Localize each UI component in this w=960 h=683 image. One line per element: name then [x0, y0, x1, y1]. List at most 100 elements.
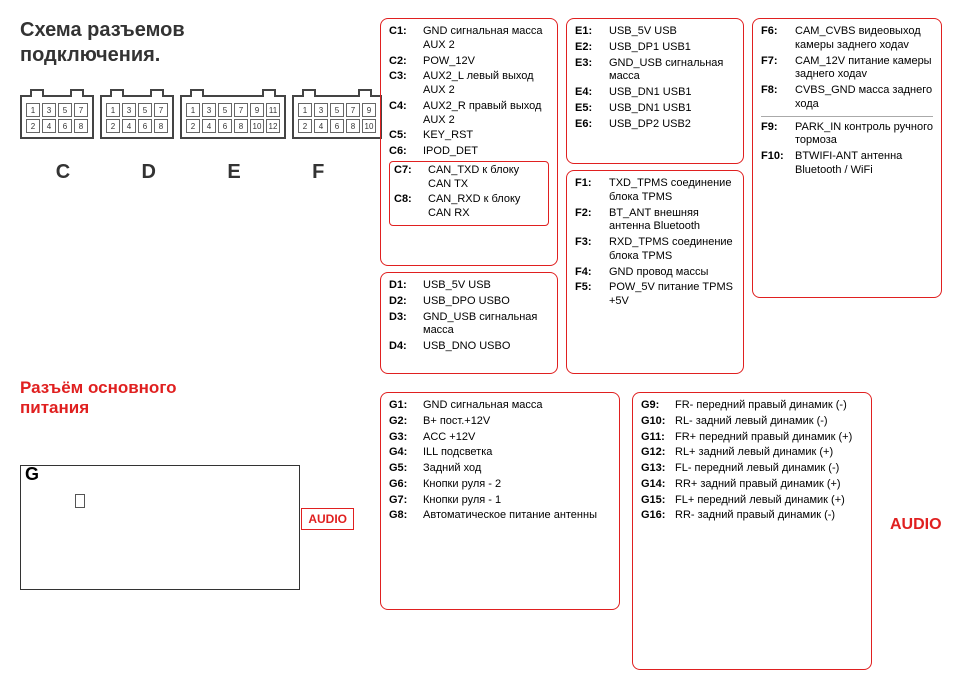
pinout-row: G16:RR- задний правый динамик (-) [641, 509, 863, 523]
pinout-row: E1:USB_5V USB [575, 25, 735, 39]
pinout-row: F8:CVBS_GND масса заднего хода [761, 84, 933, 112]
pin: 2 [106, 119, 120, 133]
pin-desc: CAM_12V питание камеры заднего ходаv [795, 55, 933, 83]
pinout-row: G4:ILL подсветка [389, 446, 611, 460]
pin: 6 [58, 119, 72, 133]
pin-desc: Автоматическое питание антенны [423, 509, 611, 523]
pin-desc: BT_ANT внешняя антенна Bluetooth [609, 207, 735, 235]
pin-key: C8: [394, 193, 424, 221]
pin-key: G6: [389, 478, 419, 492]
pin: 6 [138, 119, 152, 133]
pin-desc: USB_DN1 USB1 [609, 86, 735, 100]
pin: 7 [234, 103, 248, 117]
pin-key: E5: [575, 102, 605, 116]
connector-diagram-cdef: 1234567812345678123456789101112123456789… [20, 95, 360, 184]
pinout-row: D4:USB_DNO USBO [389, 340, 549, 354]
pinout-row: C7:CAN_TXD к блоку CAN TX [394, 164, 544, 192]
pinout-row: F9:PARK_IN контроль ручного тормоза [761, 121, 933, 149]
pinout-panel-F1: F1:TXD_TPMS соединение блока TPMSF2:BT_A… [566, 170, 744, 374]
pin-desc: AUX2_L левый выход AUX 2 [423, 70, 549, 98]
pin: 5 [58, 103, 72, 117]
pin-desc: Кнопки руля - 1 [423, 494, 611, 508]
pinout-row: C6:IPOD_DET [389, 145, 549, 159]
pin: 8 [154, 119, 168, 133]
pin-key: F6: [761, 25, 791, 53]
pinout-row: C1:GND сигнальная масса AUX 2 [389, 25, 549, 53]
pinout-row: F7:CAM_12V питание камеры заднего ходаv [761, 55, 933, 83]
pin-key: G8: [389, 509, 419, 523]
pin-key: F5: [575, 281, 605, 309]
connector-block-F: 12345678910 [292, 95, 382, 139]
pin-desc: CVBS_GND масса заднего хода [795, 84, 933, 112]
connector-label: F [312, 161, 324, 184]
pin-desc: GND_USB сигнальная масса [423, 311, 549, 339]
pin-desc: ACC +12V [423, 431, 611, 445]
pin: 6 [218, 119, 232, 133]
pin-desc: CAN_RXD к блоку CAN RX [428, 193, 544, 221]
pin-desc: POW_5V питание TPMS +5V [609, 281, 735, 309]
pinout-row: E6:USB_DP2 USB2 [575, 118, 735, 132]
pinout-row: G5:Задний ход [389, 462, 611, 476]
pin-desc: USB_5V USB [423, 279, 549, 293]
pin: 2 [186, 119, 200, 133]
pin-desc: FR+ передний правый динамик (+) [675, 431, 863, 445]
pin-key: F2: [575, 207, 605, 235]
pinout-row: G9:FR- передний правый динамик (-) [641, 399, 863, 413]
pinout-row: C5:KEY_RST [389, 129, 549, 143]
pin-desc: GND провод массы [609, 266, 735, 280]
pin: 4 [202, 119, 216, 133]
pinout-panel-D: D1:USB_5V USBD2:USB_DPO USBOD3:GND_USB с… [380, 272, 558, 374]
pin-key: G10: [641, 415, 671, 429]
pin-key: C3: [389, 70, 419, 98]
pin-key: C4: [389, 100, 419, 128]
pinout-row: G10:RL- задний левый динамик (-) [641, 415, 863, 429]
pin-key: C1: [389, 25, 419, 53]
highlighted-pins: C7:CAN_TXD к блоку CAN TXC8:CAN_RXD к бл… [389, 161, 549, 226]
pinout-row: C2:POW_12V [389, 55, 549, 69]
pin-desc: GND сигнальная масса AUX 2 [423, 25, 549, 53]
pinout-row: E3:GND_USB сигнальная масса [575, 57, 735, 85]
pinout-row: F1:TXD_TPMS соединение блока TPMS [575, 177, 735, 205]
pin-desc: B+ пост.+12V [423, 415, 611, 429]
pin: 12 [266, 119, 280, 133]
pinout-row: G11:FR+ передний правый динамик (+) [641, 431, 863, 445]
pin-key: E4: [575, 86, 605, 100]
pinout-row: D3:GND_USB сигнальная масса [389, 311, 549, 339]
pin-key: G3: [389, 431, 419, 445]
pin-key: F3: [575, 236, 605, 264]
pin-key: G16: [641, 509, 671, 523]
connector-label: C [56, 161, 70, 184]
pin-key: G7: [389, 494, 419, 508]
pin-key: C2: [389, 55, 419, 69]
pin-desc: USB_DP1 USB1 [609, 41, 735, 55]
pin: 2 [298, 119, 312, 133]
pinout-row: G15:FL+ передний левый динамик (+) [641, 494, 863, 508]
pin-desc: USB_DNO USBO [423, 340, 549, 354]
pinout-row: E5: USB_DN1 USB1 [575, 102, 735, 116]
pin: 7 [346, 103, 360, 117]
pin-key: G15: [641, 494, 671, 508]
pin: 8 [234, 119, 248, 133]
pinout-row: G7: Кнопки руля - 1 [389, 494, 611, 508]
pinout-panel-C: C1:GND сигнальная масса AUX 2C2:POW_12VC… [380, 18, 558, 266]
pinout-panel-F2: F6:CAM_CVBS видеовыход камеры заднего хо… [752, 18, 942, 298]
title-line2: подключения. [20, 44, 160, 66]
connector-block-D: 12345678 [100, 95, 174, 139]
connector-block-C: 12345678 [20, 95, 94, 139]
pin-key: G4: [389, 446, 419, 460]
pin: 3 [314, 103, 328, 117]
pinout-panel-G1: G1:GND сигнальная массаG2:B+ пост.+12VG3… [380, 392, 620, 610]
pinout-row: F3:RXD_TPMS соединение блока TPMS [575, 236, 735, 264]
pinout-row: F5:POW_5V питание TPMS +5V [575, 281, 735, 309]
pin: 7 [154, 103, 168, 117]
connector-block-E: 123456789101112 [180, 95, 286, 139]
pin: 3 [202, 103, 216, 117]
pin-key: F4: [575, 266, 605, 280]
pin-key: E3: [575, 57, 605, 85]
connector-g-diagram: G AUDIO [20, 445, 355, 590]
pin-desc: USB_DN1 USB1 [609, 102, 735, 116]
pin: 7 [74, 103, 88, 117]
pin: 5 [218, 103, 232, 117]
connector-g-label: G [25, 464, 39, 485]
pin: 2 [26, 119, 40, 133]
